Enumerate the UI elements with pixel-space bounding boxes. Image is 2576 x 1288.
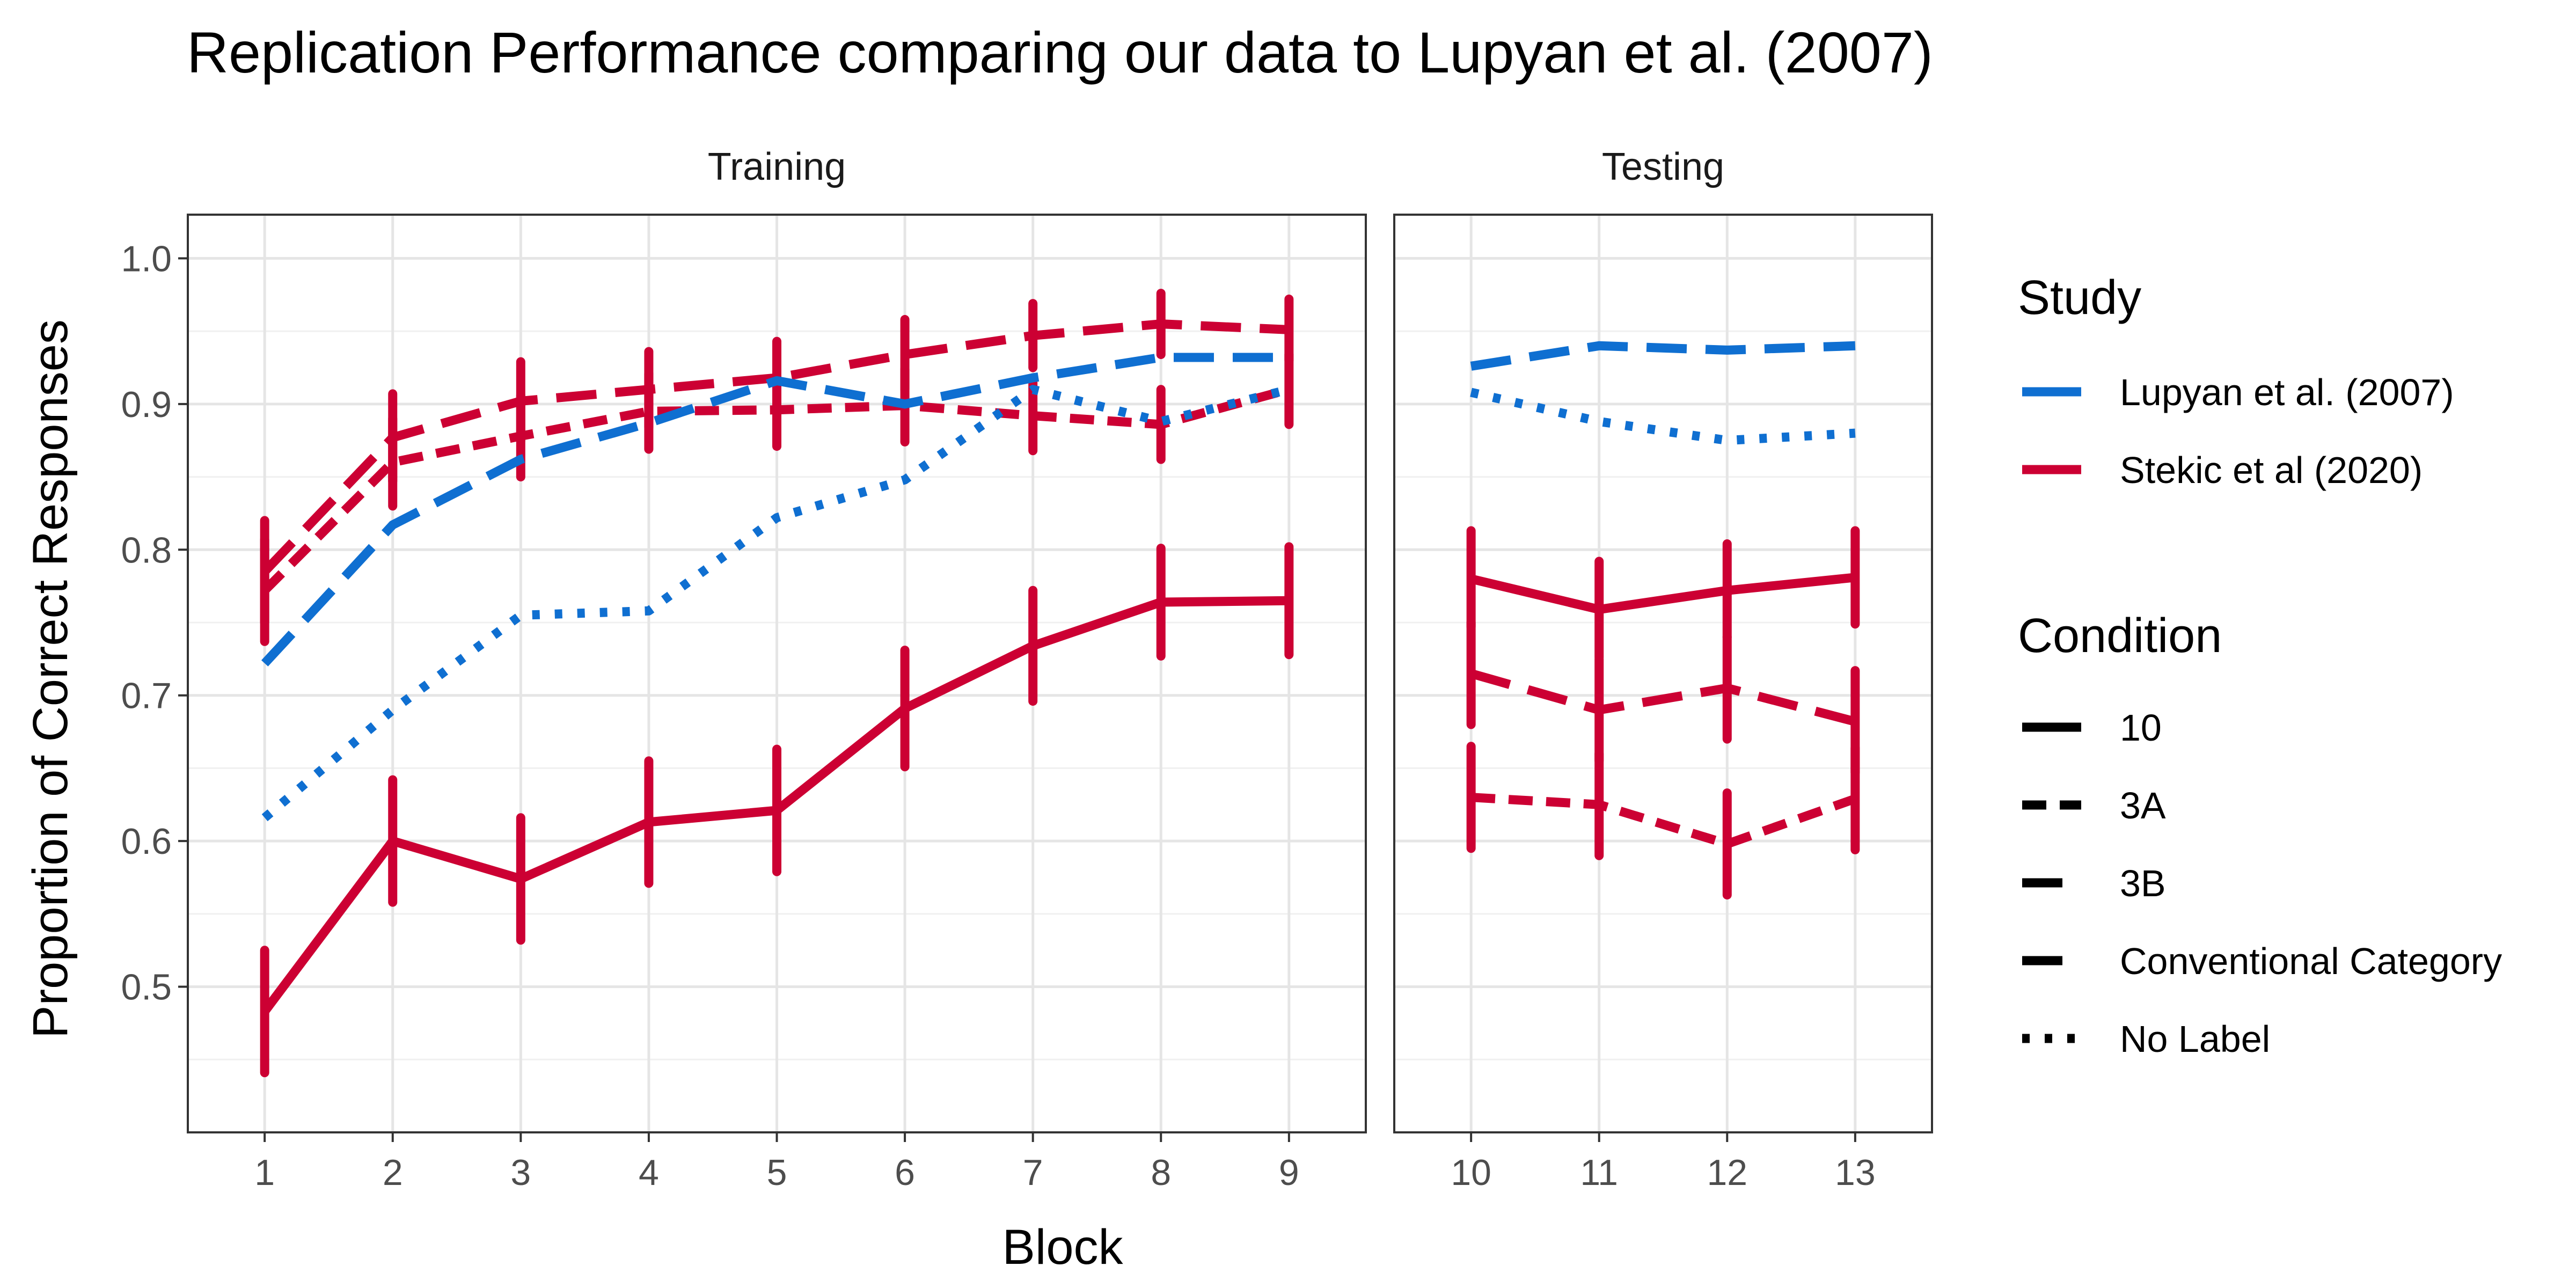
series-line [261, 319, 1290, 575]
series-line [261, 385, 1290, 822]
x-tick-label: 9 [1279, 1152, 1299, 1193]
series-lupyan-et-al-2007-conventional-category [1470, 341, 1856, 371]
legend-label: Conventional Category [2120, 940, 2502, 982]
series-lupyan-et-al-2007-no-label [1470, 387, 1856, 445]
legend-label: Lupyan et al. (2007) [2120, 371, 2454, 413]
series-line [261, 353, 1289, 667]
legend-item-lupyan-et-al-2007: Lupyan et al. (2007) [2022, 371, 2454, 413]
x-tick-label: 13 [1835, 1152, 1876, 1193]
legend-item-no-label: No Label [2022, 1018, 2270, 1060]
x-tick-label: 1 [254, 1152, 275, 1193]
legend-label: No Label [2120, 1018, 2270, 1060]
x-tick-label: 10 [1451, 1152, 1491, 1193]
legend-item-3a: 3A [2022, 785, 2166, 826]
x-tick-label: 6 [895, 1152, 915, 1193]
y-tick-label: 0.7 [121, 676, 172, 716]
x-tick-label: 7 [1023, 1152, 1043, 1193]
y-tick-label: 0.5 [121, 967, 172, 1008]
x-tick-label: 5 [767, 1152, 787, 1193]
legend-label: 10 [2120, 707, 2162, 749]
legend-item-stekic-et-al-2020: Stekic et al (2020) [2022, 449, 2423, 491]
series-stekic-et-al-2020-3b [1466, 618, 1860, 778]
x-tick-label: 3 [510, 1152, 531, 1193]
panel-testing: Testing 10 11 12 13 [1393, 145, 1933, 1193]
y-axis-title: Proportion of Correct Responses [23, 319, 78, 1038]
x-axis-title: Block [1002, 1220, 1124, 1275]
y-tick-label: 0.8 [121, 530, 172, 570]
series-lupyan-et-al-2007-no-label [261, 385, 1290, 822]
series-line [1470, 793, 1857, 849]
series-stekic-et-al-2020-10 [260, 542, 1294, 1078]
legend-title-study: Study [2018, 271, 2141, 325]
x-tick-label: 11 [1580, 1152, 1618, 1193]
series-line [1470, 573, 1856, 614]
y-tick-label: 0.9 [121, 384, 172, 425]
legend-item-10: 10 [2022, 707, 2162, 749]
legend-label: Stekic et al (2020) [2120, 449, 2423, 491]
y-tick-label: 0.6 [121, 821, 172, 862]
legend-title-condition: Condition [2018, 609, 2222, 663]
chart-title: Replication Performance comparing our da… [187, 20, 1933, 85]
panel-training: Training 1 2 3 4 5 6 7 8 9 0.5 0.6 0.7 0.8 0.9 1.0 [121, 145, 1367, 1193]
legend-item-conventional-category: Conventional Category [2022, 940, 2502, 982]
x-tick-label: 2 [383, 1152, 403, 1193]
legend-label: 3B [2120, 862, 2166, 904]
series-line [1470, 341, 1856, 371]
panel-border [1393, 214, 1933, 1133]
legend-item-3b: 3B [2022, 862, 2166, 904]
series-line [1470, 387, 1856, 445]
legend: Study Lupyan et al. (2007) Stekic et al (2… [2018, 271, 2502, 1060]
series-line [1469, 669, 1857, 726]
series-stekic-et-al-2020-3b [260, 289, 1294, 627]
x-tick-label: 8 [1151, 1152, 1171, 1193]
x-tick-label: 4 [639, 1152, 659, 1193]
strip-label-testing: Testing [1602, 145, 1724, 188]
legend-label: 3A [2120, 785, 2166, 826]
y-tick-label: 1.0 [121, 238, 172, 279]
series-stekic-et-al-2020-10 [1466, 526, 1860, 662]
strip-label-training: Training [708, 145, 846, 188]
series-lupyan-et-al-2007-conventional-category [261, 353, 1289, 667]
x-tick-label: 12 [1707, 1152, 1747, 1193]
